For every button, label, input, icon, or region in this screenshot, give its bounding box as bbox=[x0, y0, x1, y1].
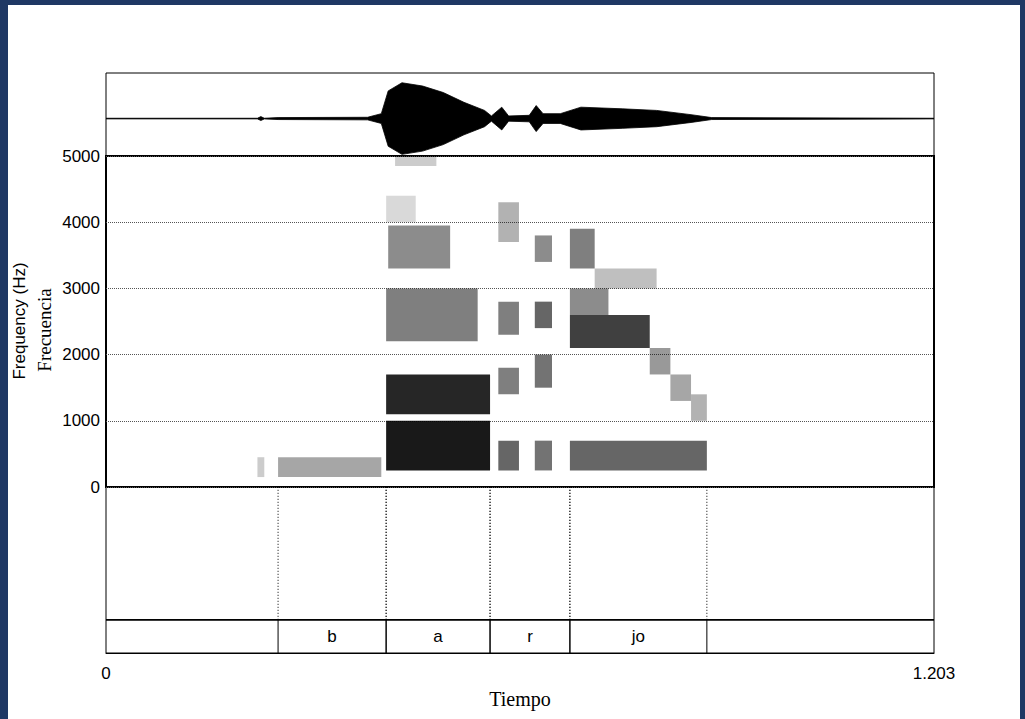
svg-text:0: 0 bbox=[101, 664, 110, 683]
svg-text:b: b bbox=[327, 627, 336, 646]
svg-text:jo: jo bbox=[631, 627, 645, 646]
svg-text:Tiempo: Tiempo bbox=[489, 688, 551, 711]
svg-text:a: a bbox=[433, 627, 443, 646]
svg-text:3000: 3000 bbox=[62, 279, 100, 298]
svg-text:1000: 1000 bbox=[62, 411, 100, 430]
svg-text:Frecuencia: Frecuencia bbox=[34, 288, 55, 372]
svg-text:1.203: 1.203 bbox=[913, 664, 956, 683]
svg-text:0: 0 bbox=[91, 478, 100, 497]
svg-text:r: r bbox=[527, 627, 533, 646]
svg-text:2000: 2000 bbox=[62, 345, 100, 364]
svg-text:Frequency (Hz): Frequency (Hz) bbox=[10, 262, 29, 379]
svg-text:5000: 5000 bbox=[62, 147, 100, 166]
svg-text:4000: 4000 bbox=[62, 213, 100, 232]
